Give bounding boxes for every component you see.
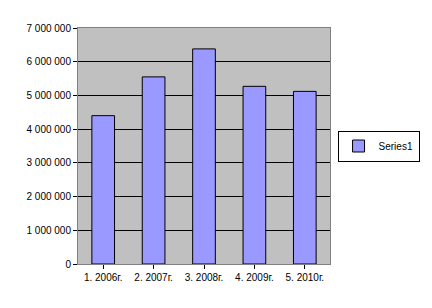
svg-text:5 000 000: 5 000 000: [27, 90, 72, 101]
svg-text:1 000 000: 1 000 000: [27, 225, 72, 236]
svg-text:3 000 000: 3 000 000: [27, 157, 72, 168]
svg-text:1. 2006г.: 1. 2006г.: [84, 272, 123, 283]
svg-text:4 000 000: 4 000 000: [27, 124, 72, 135]
svg-text:3. 2008г.: 3. 2008г.: [185, 272, 224, 283]
svg-text:2. 2007г.: 2. 2007г.: [134, 272, 173, 283]
svg-text:4. 2009г.: 4. 2009г.: [235, 272, 274, 283]
svg-text:0: 0: [65, 259, 71, 270]
svg-text:2 000 000: 2 000 000: [27, 191, 72, 202]
svg-text:6 000 000: 6 000 000: [27, 56, 72, 67]
svg-text:7 000 000: 7 000 000: [27, 23, 72, 34]
svg-text:Series1: Series1: [379, 141, 413, 152]
svg-text:5. 2010г.: 5. 2010г.: [286, 272, 325, 283]
